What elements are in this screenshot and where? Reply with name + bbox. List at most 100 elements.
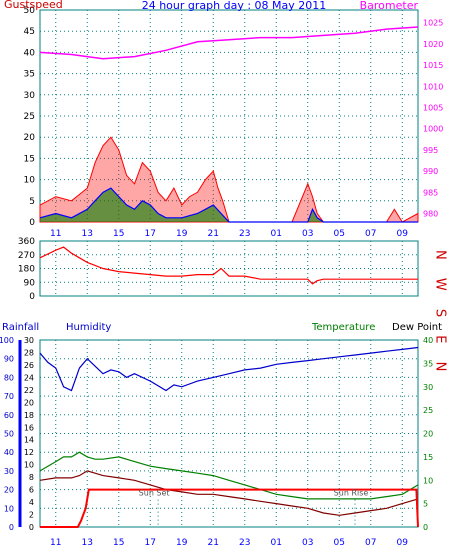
hour-tick-label: 11 (50, 229, 61, 239)
barometer-tick-label: 1000 (423, 125, 443, 134)
hour-tick-label: 01 (271, 538, 282, 548)
gust-tick-label: 45 (24, 27, 35, 37)
temperature-axis-label: Temperature (311, 322, 375, 333)
hour-tick-label: 13 (82, 538, 93, 548)
hour-tick-label: 05 (334, 229, 345, 239)
barometer-tick-label: 1005 (423, 104, 443, 113)
humidity-tick-label: 60 (4, 411, 14, 420)
hour-tick-label: 19 (176, 229, 188, 239)
rain-tick-label: 30 (24, 336, 34, 345)
rain-tick-label: 6 (29, 486, 34, 495)
hour-tick-label: 09 (397, 229, 409, 239)
direction-tick-label: 270 (18, 251, 35, 261)
gust-axis-label: Gustspeed (4, 0, 63, 11)
barometer-tick-label: 1010 (423, 82, 443, 91)
dewpoint-series-line (39, 470, 419, 516)
compass-label: N W S E N (433, 250, 448, 378)
humidity-tick-label: 100 (0, 336, 14, 345)
hour-tick-label: 17 (145, 229, 156, 239)
rain-tick-label: 28 (24, 348, 34, 357)
hour-tick-label: 13 (82, 229, 93, 239)
gust-tick-label: 40 (24, 48, 36, 58)
gust-tick-label: 10 (24, 176, 36, 186)
chart-title: 24 hour graph day : 08 May 2011 (142, 0, 327, 12)
rain-tick-label: 0 (29, 523, 34, 532)
direction-tick-label: 0 (29, 292, 35, 302)
hour-tick-label: 11 (50, 538, 61, 548)
gust-tick-label: 30 (24, 91, 36, 101)
gust-tick-label: 50 (24, 6, 36, 16)
dewpoint-axis-label: Dew Point (392, 322, 442, 333)
barometer-series-line (39, 26, 419, 60)
humidity-series-line (39, 346, 419, 392)
rain-tick-label: 24 (24, 373, 34, 382)
gust-tick-label: 20 (24, 133, 36, 143)
humidity-plot-frame (39, 339, 419, 528)
direction-tick-label: 90 (24, 278, 36, 288)
humidity-tick-label: 20 (4, 486, 14, 495)
humidity-tick-label: 0 (9, 523, 14, 532)
rainfall-series-line (40, 488, 419, 528)
barometer-tick-label: 1025 (423, 19, 443, 28)
hour-tick-label: 17 (145, 538, 156, 548)
rain-tick-label: 22 (24, 386, 34, 395)
hour-tick-label: 15 (113, 229, 124, 239)
hour-tick-label: 15 (113, 538, 124, 548)
barometer-tick-label: 990 (423, 167, 438, 176)
barometer-tick-label: 995 (423, 146, 438, 155)
temperature-tick-label: 10 (423, 476, 433, 485)
hour-tick-label: 05 (334, 538, 345, 548)
temperature-tick-label: 40 (423, 336, 433, 345)
humidity-tick-label: 10 (4, 504, 14, 513)
gust-tick-label: 35 (24, 70, 35, 80)
humidity-tick-label: 90 (4, 355, 14, 364)
temperature-tick-label: 30 (423, 383, 433, 392)
hour-tick-label: 21 (208, 538, 219, 548)
hour-tick-label: 19 (176, 538, 188, 548)
hour-tick-label: 23 (239, 538, 250, 548)
sunrise-label: Sun Rise (334, 489, 369, 498)
humidity-tick-label: 70 (4, 392, 14, 401)
rain-tick-label: 20 (24, 398, 34, 407)
rain-tick-label: 14 (24, 436, 34, 445)
direction-tick-label: 180 (18, 265, 35, 275)
rain-tick-label: 16 (24, 423, 34, 432)
direction-tick-label: 360 (18, 237, 35, 247)
humidity-tick-label: 30 (4, 467, 14, 476)
rain-tick-label: 4 (29, 498, 34, 507)
temperature-tick-label: 5 (423, 500, 428, 509)
rain-tick-label: 8 (29, 473, 34, 482)
rainfall-axis-label: Rainfall (2, 322, 39, 333)
humidity-axis-label: Humidity (66, 322, 111, 333)
barometer-axis-label: Barometer (360, 0, 419, 12)
hour-tick-label: 01 (271, 229, 282, 239)
wind-series-fill (40, 188, 418, 222)
rain-tick-label: 12 (24, 448, 34, 457)
gust-tick-label: 0 (29, 218, 35, 228)
humidity-tick-label: 40 (4, 448, 14, 457)
hour-tick-label: 21 (208, 229, 219, 239)
direction-series-line (39, 246, 418, 285)
gust-tick-label: 5 (29, 197, 35, 207)
hour-tick-label: 09 (397, 538, 409, 548)
hour-tick-label: 03 (302, 229, 313, 239)
rain-tick-label: 18 (24, 411, 34, 420)
temperature-tick-label: 20 (423, 430, 433, 439)
rain-tick-label: 10 (24, 461, 34, 470)
gust-tick-label: 15 (24, 154, 35, 164)
barometer-tick-label: 1015 (423, 61, 443, 70)
barometer-tick-label: 1020 (423, 40, 443, 49)
gust-tick-label: 25 (24, 112, 35, 122)
hour-tick-label: 07 (365, 229, 376, 239)
hour-tick-label: 07 (365, 538, 376, 548)
temperature-tick-label: 35 (423, 359, 433, 368)
sunset-label: Sun Set (139, 489, 170, 498)
barometer-tick-label: 980 (423, 210, 438, 219)
rain-tick-label: 2 (29, 511, 34, 520)
humidity-tick-label: 50 (4, 430, 14, 439)
hour-tick-label: 03 (302, 538, 313, 548)
temperature-tick-label: 15 (423, 453, 433, 462)
temperature-series-line (39, 451, 419, 500)
humidity-tick-label: 80 (4, 373, 14, 382)
